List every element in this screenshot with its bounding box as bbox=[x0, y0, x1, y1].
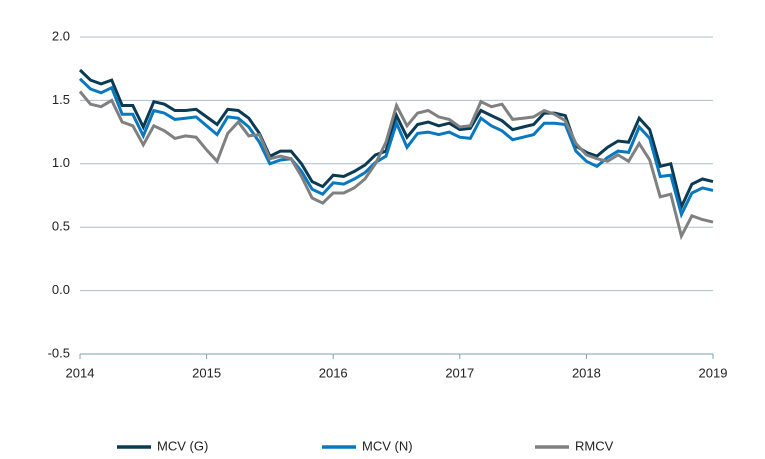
y-tick-label: 0.0 bbox=[52, 282, 70, 297]
x-tick-label: 2018 bbox=[572, 365, 601, 380]
x-tick-label: 2014 bbox=[66, 365, 95, 380]
legend-label: RMCV bbox=[575, 438, 614, 453]
y-tick-label: -0.5 bbox=[48, 345, 70, 360]
series-line bbox=[78, 68, 714, 212]
legend-label: MCV (G) bbox=[157, 438, 208, 453]
x-tick-label: 2019 bbox=[699, 365, 728, 380]
y-tick-label: 1.0 bbox=[52, 155, 70, 170]
legend-label: MCV (N) bbox=[362, 438, 413, 453]
series-line bbox=[78, 90, 714, 241]
x-tick-label: 2016 bbox=[319, 365, 348, 380]
y-tick-label: 1.5 bbox=[52, 92, 70, 107]
x-tick-label: 2017 bbox=[445, 365, 474, 380]
x-tick-label: 2015 bbox=[192, 365, 221, 380]
y-tick-label: 2.0 bbox=[52, 28, 70, 43]
y-tick-label: 0.5 bbox=[52, 219, 70, 234]
series-line bbox=[78, 77, 714, 219]
